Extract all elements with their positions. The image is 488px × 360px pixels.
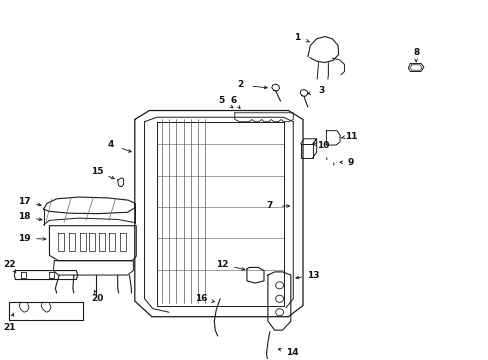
Text: 2: 2	[237, 81, 243, 90]
Text: 9: 9	[347, 158, 353, 167]
Text: 13: 13	[307, 270, 319, 279]
Text: 17: 17	[18, 197, 30, 206]
Text: 7: 7	[266, 202, 272, 211]
Text: 6: 6	[230, 96, 236, 105]
Text: 15: 15	[91, 167, 103, 176]
Text: 12: 12	[216, 260, 228, 269]
Text: 10: 10	[317, 140, 329, 149]
Text: 5: 5	[218, 96, 224, 105]
Text: 8: 8	[412, 48, 418, 57]
Text: 20: 20	[91, 294, 103, 303]
Text: 4: 4	[107, 140, 113, 149]
Text: 18: 18	[18, 212, 30, 221]
Text: 14: 14	[285, 348, 298, 357]
Text: 1: 1	[293, 33, 300, 42]
Text: 16: 16	[195, 294, 207, 303]
Text: 3: 3	[318, 86, 324, 95]
Text: 21: 21	[3, 323, 16, 332]
Text: 11: 11	[344, 131, 356, 140]
Text: 19: 19	[18, 234, 30, 243]
Text: 22: 22	[3, 260, 16, 269]
